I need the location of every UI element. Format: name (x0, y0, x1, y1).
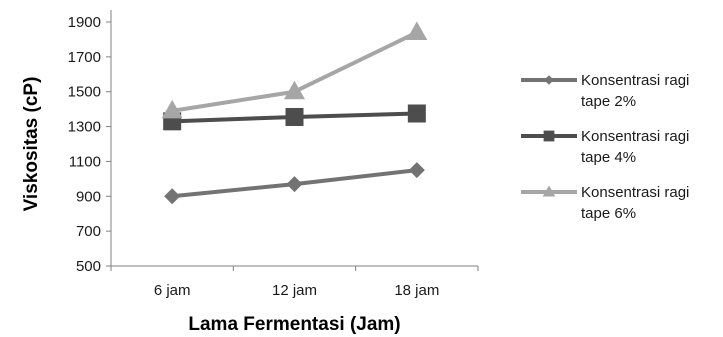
legend-marker (543, 130, 555, 142)
legend-marker (542, 185, 556, 197)
y-axis-ticks: 500 700 900 1100 1300 1500 1700 1900 (68, 14, 111, 275)
data-point (164, 188, 181, 205)
series-3 (161, 21, 428, 119)
x-tick-label: 12 jam (272, 282, 317, 299)
x-tick-label: 6 jam (154, 282, 191, 299)
legend: Konsentrasi ragi tape 2% Konsentrasi ragi t… (521, 72, 689, 222)
y-tick-label: 1500 (68, 84, 101, 101)
series-2 (163, 104, 426, 131)
data-point (285, 107, 304, 126)
legend-label: Konsentrasi ragi (581, 128, 689, 145)
data-point (286, 176, 303, 193)
y-tick-label: 1900 (68, 14, 101, 31)
data-point (407, 104, 426, 123)
y-tick-label: 700 (76, 223, 101, 240)
legend-label: tape 6% (581, 205, 636, 222)
x-axis-title: Lama Fermentasi (Jam) (188, 314, 400, 335)
y-tick-label: 1100 (69, 153, 101, 170)
series-1 (164, 162, 425, 205)
legend-label: tape 4% (581, 149, 636, 166)
x-axis-ticks: 6 jam 12 jam 18 jam (110, 266, 479, 299)
legend-label: Konsentrasi ragi (581, 184, 689, 201)
series-group (161, 21, 428, 205)
data-point (408, 162, 425, 179)
legend-label: Konsentrasi ragi (581, 72, 689, 89)
y-axis-title: Viskositas (cP) (21, 77, 42, 212)
y-tick-label: 500 (76, 258, 101, 275)
y-tick-label: 1700 (68, 49, 101, 66)
legend-label: tape 2% (581, 93, 636, 110)
y-tick-label: 900 (76, 188, 101, 205)
legend-marker (544, 75, 554, 85)
legend-item-2: Konsentrasi ragi tape 4% (521, 128, 689, 166)
data-point (161, 99, 183, 119)
legend-item-3: Konsentrasi ragi tape 6% (521, 184, 689, 222)
x-tick-label: 18 jam (394, 282, 439, 299)
legend-item-1: Konsentrasi ragi tape 2% (521, 72, 689, 110)
data-point (284, 80, 305, 100)
axes (110, 10, 478, 267)
data-point (406, 21, 428, 40)
y-tick-label: 1300 (68, 119, 101, 136)
